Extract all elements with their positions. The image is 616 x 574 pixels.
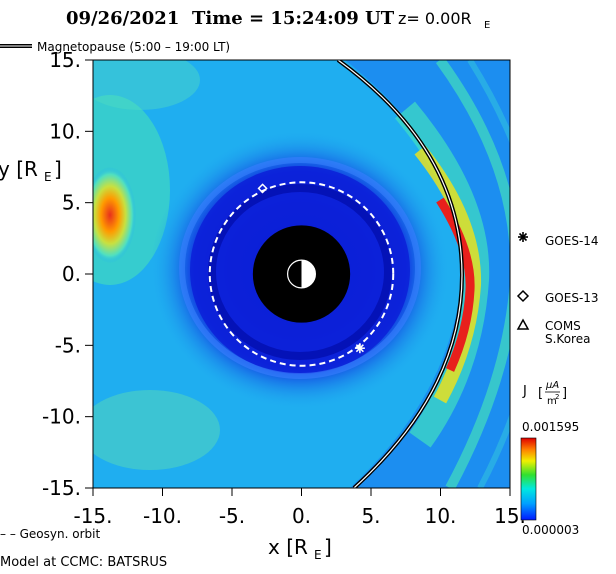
x-tick-label: -10. <box>143 504 182 528</box>
coms-legend-item: COMS S.Korea <box>516 318 590 346</box>
earth-day-night-icon <box>287 259 317 289</box>
y-tick-label: 10. <box>49 119 81 143</box>
svg-text:]: ] <box>562 386 567 401</box>
colorbar-unit-numerator: μA <box>545 380 559 391</box>
geosyn-orbit-legend: – – Geosyn. orbit <box>0 527 100 541</box>
colorbar-max-label: 0.001595 <box>522 420 579 434</box>
asterisk-icon <box>518 232 528 242</box>
coms-label: COMS <box>545 319 581 333</box>
y-tick-label: -10. <box>42 405 81 429</box>
triangle-icon <box>516 318 530 330</box>
x-axis-label-subscript: E <box>314 548 322 562</box>
magnetosheath-region <box>345 60 510 488</box>
x-tick-label: 0. <box>292 504 311 528</box>
geosynchronous-orbit <box>208 181 395 367</box>
y-tick-label: -15. <box>42 476 81 500</box>
coms-sublabel: S.Korea <box>545 332 590 346</box>
goes13-label: GOES-13 <box>545 291 599 305</box>
colorbar: J μA m 2 [ ] 0.001595 0.000003 <box>520 380 579 537</box>
goes14-legend-item: GOES-14 <box>518 232 599 248</box>
x-tick-label: 10. <box>425 504 457 528</box>
goes14-label: GOES-14 <box>545 234 599 248</box>
x-tick-label: -5. <box>219 504 245 528</box>
colorbar-unit-exponent: 2 <box>555 393 559 401</box>
x-axis-ticks: -15. -10. -5. 0. 5. 10. 15. <box>73 488 526 528</box>
y-axis-label: y [R <box>0 157 38 181</box>
diamond-icon <box>516 289 530 303</box>
goes14-marker <box>354 343 365 354</box>
colorbar-gradient <box>520 437 537 521</box>
colorbar-unit-denominator: m <box>547 396 557 407</box>
y-tick-label: 5. <box>62 191 81 215</box>
tail-current-peak <box>93 167 136 263</box>
y-axis-label-bracket: ] <box>54 157 62 181</box>
colorbar-min-label: 0.000003 <box>522 523 579 537</box>
title-date: 09/26/2021 <box>66 8 179 29</box>
title-time: Time = 15:24:09 UT <box>192 8 395 29</box>
magnetopause-legend: Magnetopause (5:00 – 19:00 LT) <box>0 40 230 54</box>
satellite-markers <box>257 183 365 354</box>
y-axis-label-subscript: E <box>44 170 52 184</box>
satellite-legend: GOES-14 GOES-13 COMS S.Korea <box>516 232 599 346</box>
x-tick-label: -15. <box>73 504 112 528</box>
x-axis-label-bracket: ] <box>324 535 332 559</box>
y-tick-label: -5. <box>55 333 81 357</box>
x-tick-label: 15. <box>494 504 526 528</box>
title-z-subscript: E <box>484 20 490 31</box>
y-tick-label: 15. <box>49 48 81 72</box>
goes13-legend-item: GOES-13 <box>516 289 599 305</box>
magnetopause-legend-label: Magnetopause (5:00 – 19:00 LT) <box>37 40 230 54</box>
x-tick-label: 5. <box>361 504 380 528</box>
goes13-marker <box>257 183 268 194</box>
y-axis-ticks: 15. 10. 5. 0. -5. -10. -15. <box>42 48 93 500</box>
svg-text:[: [ <box>538 386 543 401</box>
title-z: z= 0.00R <box>398 9 472 28</box>
x-axis-label: x [R <box>268 535 308 559</box>
model-attribution: Model at CCMC: BATSRUS <box>0 555 167 570</box>
y-tick-label: 0. <box>62 262 81 286</box>
colorbar-label: J <box>522 384 527 399</box>
